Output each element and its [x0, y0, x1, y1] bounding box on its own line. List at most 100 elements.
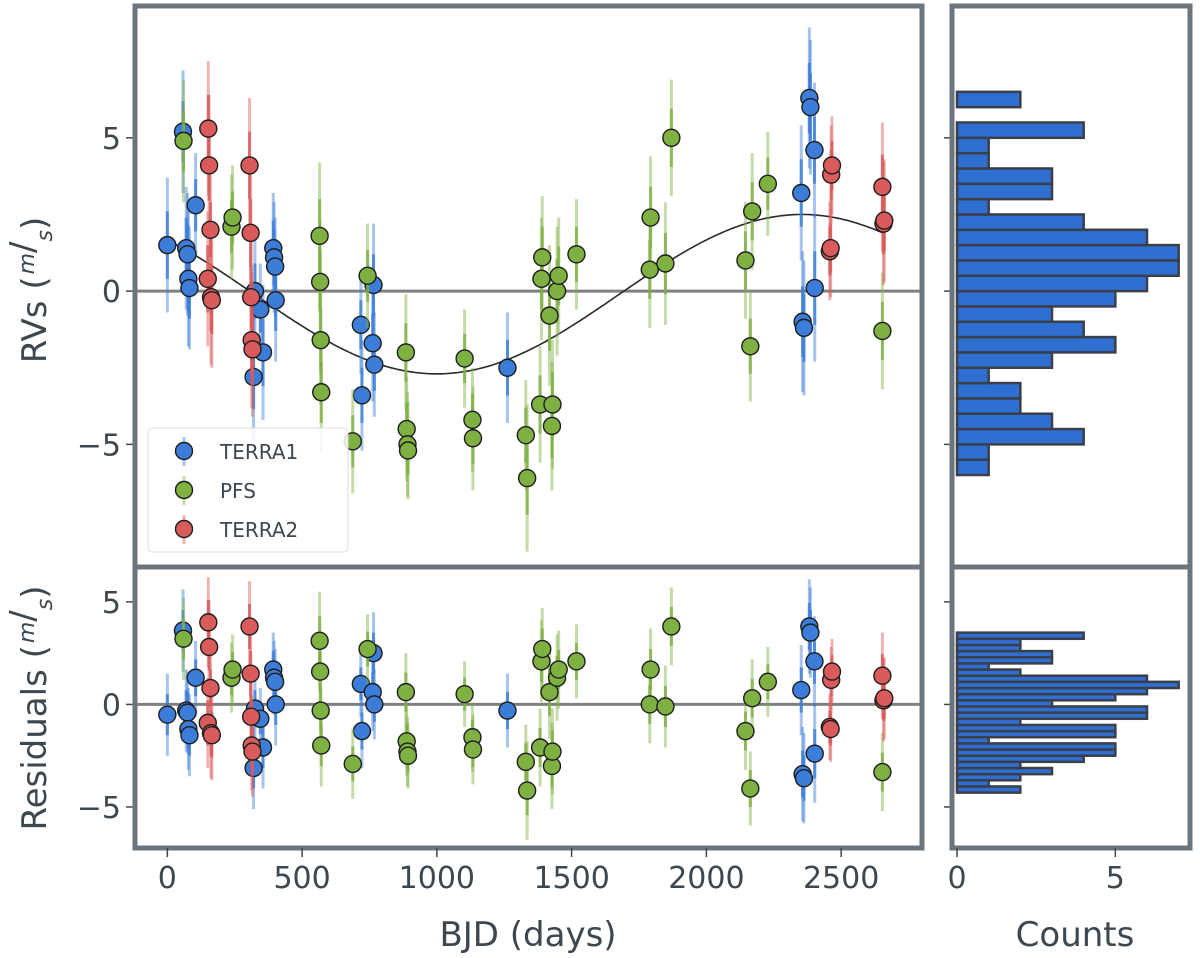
- legend-terra2-marker: [174, 519, 194, 539]
- rv-pfs-point: [543, 395, 562, 414]
- rv-histogram-bar: [955, 366, 990, 385]
- residuals-pfs-point: [311, 701, 330, 720]
- rv-histogram-panel: [944, 3, 1193, 570]
- rv-terra2-point: [202, 291, 222, 310]
- rv-pfs-point: [641, 208, 660, 227]
- residuals-terra2-point: [241, 707, 261, 726]
- residuals-pfs-point: [758, 672, 778, 692]
- rv-pfs-point: [516, 425, 536, 445]
- residuals-pfs-point: [641, 660, 660, 679]
- residuals-y-tick-label: 0: [102, 688, 121, 723]
- rv-histogram-bar: [955, 90, 1022, 109]
- rv-pfs-point: [533, 248, 552, 267]
- rv-pfs-point: [549, 266, 568, 285]
- rv-pfs-point: [873, 321, 892, 341]
- residuals-frame: [132, 564, 925, 851]
- rv-terra2-point: [201, 220, 220, 239]
- rv-terra1-point: [266, 291, 285, 310]
- residuals-terra2-point: [199, 637, 219, 657]
- residuals-pfs-point: [743, 689, 762, 708]
- residuals-terra2-point: [201, 678, 220, 698]
- rv-pfs-point: [223, 208, 242, 227]
- rv-histogram-bar: [955, 289, 1117, 308]
- rv-histogram-bar: [955, 213, 1085, 232]
- rv-histogram-bar: [955, 259, 1180, 278]
- residuals-pfs-point: [662, 617, 681, 636]
- rv-y-axis-label-text: RVs: [15, 300, 55, 363]
- rv-terra1-point: [794, 318, 814, 338]
- rv-terra1-point: [792, 183, 811, 203]
- rv-pfs-point: [540, 306, 559, 325]
- rv-pfs-point: [455, 349, 474, 368]
- legend-label-pfs: PFS: [220, 479, 256, 503]
- residuals-pfs-point: [358, 639, 377, 659]
- rv-histogram-bar: [955, 197, 990, 216]
- rv-histogram-bar: [955, 136, 990, 155]
- residuals-pfs-point: [873, 762, 892, 782]
- residuals-terra2-point: [199, 613, 218, 632]
- residual-histogram-bar: [955, 742, 1117, 751]
- residuals-pfs-point: [223, 660, 242, 679]
- residuals-terra2-point: [821, 719, 840, 739]
- residuals-pfs-point: [310, 662, 330, 681]
- residuals-terra2-point: [241, 664, 260, 683]
- residuals-pfs-point: [567, 652, 586, 671]
- residuals-terra1-point: [805, 744, 824, 763]
- rv-terra1-point: [363, 334, 382, 353]
- residuals-terra2-point: [875, 689, 894, 708]
- rv-terra1-point: [805, 140, 824, 160]
- rv-model-curve: [166, 213, 885, 375]
- hist-x-tick-label: 0: [947, 861, 966, 896]
- rv-y-unit-numerator: m: [15, 253, 40, 274]
- residuals-pfs-point: [396, 682, 416, 702]
- residuals-terra1-point: [365, 695, 384, 714]
- rv-y-tick-label: 0: [102, 275, 121, 310]
- rv-histogram-bar: [955, 274, 1149, 293]
- rv-terra1-point: [365, 355, 384, 374]
- residual-histogram-bar: [955, 723, 1117, 733]
- rv-histogram-bar: [955, 351, 1054, 369]
- residuals-pfs-point: [533, 639, 552, 659]
- rv-terra2-point: [873, 177, 892, 197]
- rv-pfs-point: [310, 272, 330, 292]
- rv-terra2-point: [240, 156, 259, 175]
- legend: TERRA1 PFS TERRA2: [147, 427, 349, 553]
- residual-histogram-bar: [955, 631, 1085, 641]
- legend-box: [147, 427, 349, 553]
- rv-terra1-point: [351, 315, 371, 335]
- residual-histogram-frame: [949, 564, 1193, 851]
- legend-terra1-marker: [174, 441, 194, 461]
- residuals-terra1-point: [158, 705, 177, 724]
- residuals-y-axis-label-text: Residuals: [15, 669, 55, 830]
- rv-histogram-bar: [955, 320, 1085, 339]
- hist-x-axis-label: Counts: [1016, 915, 1135, 955]
- rv-pfs-point: [311, 330, 330, 350]
- residuals-y-unit-denominator: s: [33, 599, 58, 610]
- residuals-terra1-point: [498, 701, 517, 720]
- x-tick-label: 2500: [803, 861, 879, 896]
- rv-histogram-bar: [955, 335, 1117, 354]
- rv-y-tick-label: 5: [102, 122, 121, 157]
- rv-pfs-point: [640, 260, 659, 279]
- x-tick-label: 1500: [533, 861, 609, 896]
- residuals-series-pfs: [174, 587, 892, 840]
- residuals-y-unit-numerator: m: [15, 622, 40, 643]
- rv-histogram-bar: [955, 228, 1149, 247]
- rv-histogram-bar: [955, 381, 1022, 400]
- legend-label-terra1: TERRA1: [219, 440, 298, 464]
- residuals-terra1-point: [352, 721, 372, 741]
- rv-pfs-point: [463, 429, 483, 448]
- residuals-y-tick-label: 5: [102, 586, 121, 621]
- legend-label-terra2: TERRA2: [219, 518, 298, 542]
- residuals-terra2-point: [822, 662, 842, 681]
- rv-terra2-point: [243, 340, 262, 359]
- rv-pfs-point: [463, 410, 482, 430]
- residual-histogram-bar: [955, 674, 1149, 684]
- rv-terra1-point: [178, 245, 197, 264]
- rv-terra1-point: [158, 235, 177, 255]
- residuals-terra1-point: [792, 680, 811, 700]
- rv-terra2-point: [875, 211, 894, 230]
- residuals-terra1-point: [178, 703, 197, 722]
- residuals-pfs-point: [310, 631, 329, 651]
